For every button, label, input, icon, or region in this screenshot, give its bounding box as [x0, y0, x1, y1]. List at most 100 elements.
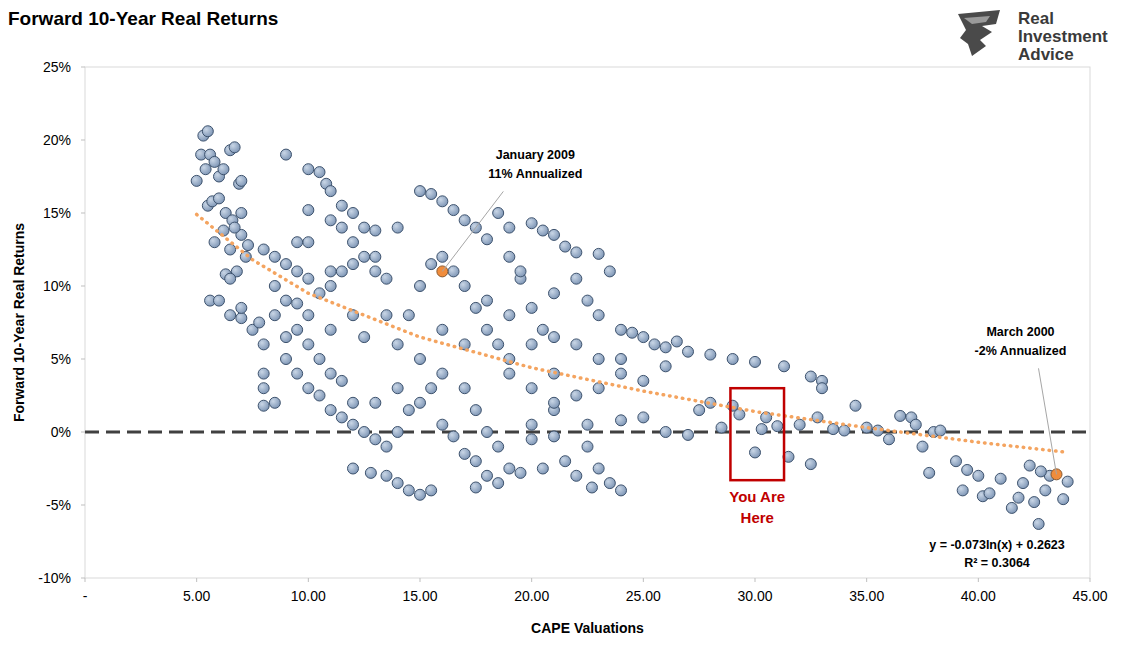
point [560, 241, 571, 252]
points [191, 126, 1073, 530]
point [370, 225, 381, 236]
point [493, 478, 504, 489]
point [470, 302, 481, 313]
point [593, 383, 604, 394]
point [348, 259, 359, 270]
point [984, 488, 995, 499]
x-tick [866, 578, 867, 582]
point [1006, 502, 1017, 513]
plot-area [85, 126, 1090, 530]
x-tick-label: - [83, 588, 88, 604]
point [348, 397, 359, 408]
point [392, 383, 403, 394]
point [214, 295, 225, 306]
point [850, 400, 861, 411]
point [303, 205, 314, 216]
point [415, 397, 426, 408]
point [1029, 497, 1040, 508]
point [370, 434, 381, 445]
point [515, 467, 526, 478]
y-tick-label: 5% [51, 351, 71, 367]
y-tick [81, 432, 85, 433]
point [1062, 476, 1073, 487]
y-tick [81, 578, 85, 579]
annotation-text: January 2009 [496, 148, 575, 162]
point [325, 368, 336, 379]
point [281, 295, 292, 306]
point [448, 431, 459, 442]
x-tick-label: 30.00 [737, 588, 772, 604]
annotation-subtext: -2% Annualized [975, 344, 1067, 358]
point [1018, 478, 1029, 489]
point [448, 266, 459, 277]
y-tick-label: 20% [43, 132, 71, 148]
x-tick [420, 578, 421, 582]
point [493, 339, 504, 350]
logo-text: Real [1018, 9, 1054, 28]
point [616, 485, 627, 496]
point [403, 485, 414, 496]
x-tick-label: 20.00 [514, 588, 549, 604]
point [962, 464, 973, 475]
point [348, 237, 359, 248]
point [660, 427, 671, 438]
point [303, 339, 314, 350]
point [325, 186, 336, 197]
point [392, 478, 403, 489]
logo-text: Investment [1018, 27, 1108, 46]
point [292, 324, 303, 335]
point [515, 266, 526, 277]
point [258, 400, 269, 411]
point [1033, 518, 1044, 529]
highlight-box [730, 388, 784, 480]
point [325, 266, 336, 277]
point [549, 229, 560, 240]
point [392, 222, 403, 233]
point [243, 240, 254, 251]
point [750, 356, 761, 367]
point [526, 383, 537, 394]
point [504, 222, 515, 233]
point [229, 222, 240, 233]
point [794, 419, 805, 430]
point [381, 310, 392, 321]
x-tick-label: 10.00 [291, 588, 326, 604]
point [415, 281, 426, 292]
point [482, 295, 493, 306]
point [370, 397, 381, 408]
point [209, 237, 220, 248]
point [381, 273, 392, 284]
y-tick-label: 0% [51, 424, 71, 440]
point [910, 419, 921, 430]
point [392, 339, 403, 350]
annotation-subtext: 11% Annualized [488, 167, 582, 181]
point [671, 336, 682, 347]
logo-icon [958, 10, 1000, 56]
point [403, 310, 414, 321]
point [627, 327, 638, 338]
point [1058, 494, 1069, 505]
point [281, 259, 292, 270]
point [236, 313, 247, 324]
point [571, 339, 582, 350]
point [482, 324, 493, 335]
point [426, 189, 437, 200]
y-tick-label: 10% [43, 278, 71, 294]
point [1024, 460, 1035, 471]
title: Forward 10-Year Real Returns [8, 8, 278, 29]
point [571, 470, 582, 481]
y-tick [81, 505, 85, 506]
point [325, 324, 336, 335]
point [403, 405, 414, 416]
point [772, 421, 783, 432]
point [571, 247, 582, 258]
point [828, 424, 839, 435]
point [365, 467, 376, 478]
point [504, 310, 515, 321]
point [493, 441, 504, 452]
point [560, 456, 571, 467]
plot-frame [85, 67, 1090, 578]
point [549, 332, 560, 343]
r-squared: R² = 0.3064 [964, 556, 1030, 570]
point [504, 368, 515, 379]
